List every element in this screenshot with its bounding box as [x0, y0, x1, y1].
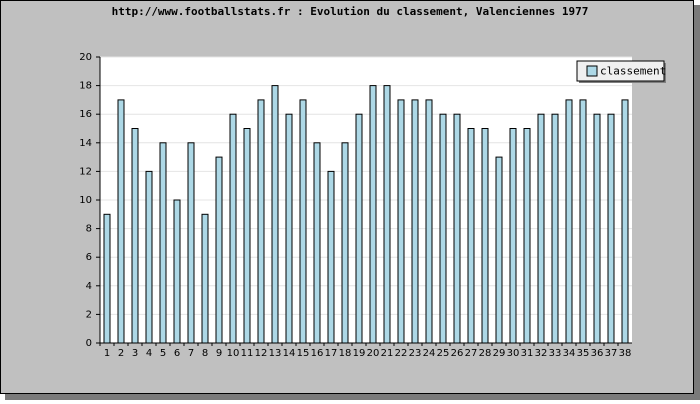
- x-tick-label: 10: [227, 348, 240, 359]
- bar: [467, 128, 475, 344]
- x-tick-label: 4: [146, 348, 152, 359]
- bar: [551, 113, 559, 344]
- x-tick-label: 37: [605, 348, 618, 359]
- x-tick-label: 21: [381, 348, 394, 359]
- bar: [495, 156, 503, 344]
- y-tick-label: 14: [79, 138, 92, 149]
- x-tick-label: 6: [174, 348, 180, 359]
- bar: [145, 170, 153, 344]
- bar: [355, 113, 363, 344]
- y-tick-label: 2: [86, 309, 92, 320]
- bar: [383, 85, 391, 344]
- x-tick-label: 35: [577, 348, 590, 359]
- bar: [131, 128, 139, 344]
- bar: [439, 113, 447, 344]
- bar: [397, 99, 405, 344]
- bar: [593, 113, 601, 344]
- x-tick-label: 24: [423, 348, 436, 359]
- x-tick-label: 34: [563, 348, 576, 359]
- x-tick-label: 20: [367, 348, 380, 359]
- x-tick-label: 8: [202, 348, 208, 359]
- x-tick-label: 5: [160, 348, 166, 359]
- y-tick-label: 4: [86, 281, 92, 292]
- x-tick-label: 26: [451, 348, 464, 359]
- x-tick-label: 11: [241, 348, 254, 359]
- bar: [299, 99, 307, 344]
- bar: [425, 99, 433, 344]
- x-tick-label: 25: [437, 348, 450, 359]
- bar: [509, 128, 517, 344]
- bar: [481, 128, 489, 344]
- bar: [565, 99, 573, 344]
- x-tick-label: 15: [297, 348, 310, 359]
- bar: [201, 213, 209, 344]
- x-tick-label: 22: [395, 348, 408, 359]
- x-tick-label: 27: [465, 348, 478, 359]
- x-tick-label: 32: [535, 348, 548, 359]
- x-tick-label: 14: [283, 348, 296, 359]
- x-tick-label: 19: [353, 348, 366, 359]
- bar: [243, 128, 251, 344]
- bar: [579, 99, 587, 344]
- x-tick-label: 12: [255, 348, 268, 359]
- bar: [523, 128, 531, 344]
- y-tick-label: 10: [79, 195, 92, 206]
- legend-label: classement: [600, 65, 666, 78]
- y-tick-label: 0: [86, 338, 92, 349]
- bar: [229, 113, 237, 344]
- x-tick-label: 7: [188, 348, 194, 359]
- x-tick-label: 9: [216, 348, 222, 359]
- legend: [576, 60, 665, 82]
- bar: [285, 113, 293, 344]
- bar: [215, 156, 223, 344]
- y-tick-label: 8: [86, 224, 92, 235]
- y-tick-label: 18: [79, 81, 92, 92]
- bar: [173, 199, 181, 344]
- legend-swatch: [586, 65, 598, 77]
- x-tick-label: 28: [479, 348, 492, 359]
- y-tick-label: 20: [79, 52, 92, 63]
- x-tick-label: 23: [409, 348, 422, 359]
- x-tick-label: 33: [549, 348, 562, 359]
- x-tick-label: 30: [507, 348, 520, 359]
- x-tick-label: 16: [311, 348, 324, 359]
- x-tick-label: 18: [339, 348, 352, 359]
- x-tick-label: 38: [619, 348, 632, 359]
- chart-title: http://www.footballstats.fr : Evolution …: [112, 5, 589, 18]
- x-tick-label: 36: [591, 348, 604, 359]
- bar: [159, 142, 167, 344]
- bar: [453, 113, 461, 344]
- x-tick-label: 31: [521, 348, 534, 359]
- bar: [257, 99, 265, 344]
- x-tick-label: 1: [104, 348, 110, 359]
- x-tick-label: 2: [118, 348, 124, 359]
- y-tick-label: 6: [86, 252, 92, 263]
- bar: [341, 142, 349, 344]
- bar: [103, 213, 111, 344]
- bar: [621, 99, 629, 344]
- y-tick-label: 16: [79, 109, 92, 120]
- y-tick-label: 12: [79, 166, 92, 177]
- x-tick-label: 29: [493, 348, 506, 359]
- bar: [607, 113, 615, 344]
- bar: [187, 142, 195, 344]
- bar: [117, 99, 125, 344]
- x-tick-label: 13: [269, 348, 282, 359]
- bar: [313, 142, 321, 344]
- bar: [327, 170, 335, 344]
- bar: [537, 113, 545, 344]
- bar: [369, 85, 377, 344]
- x-tick-label: 3: [132, 348, 138, 359]
- x-tick-label: 17: [325, 348, 338, 359]
- bar: [411, 99, 419, 344]
- bar: [271, 85, 279, 344]
